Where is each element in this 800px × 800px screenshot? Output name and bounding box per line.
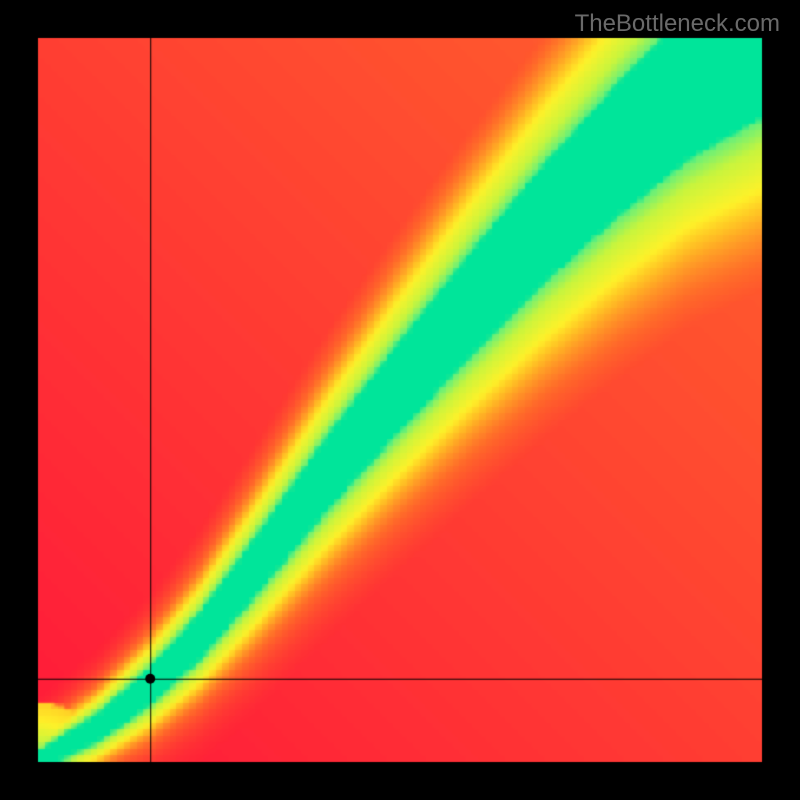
bottleneck-heatmap	[0, 0, 800, 800]
watermark-text: TheBottleneck.com	[575, 10, 780, 38]
chart-container: TheBottleneck.com	[0, 0, 800, 800]
